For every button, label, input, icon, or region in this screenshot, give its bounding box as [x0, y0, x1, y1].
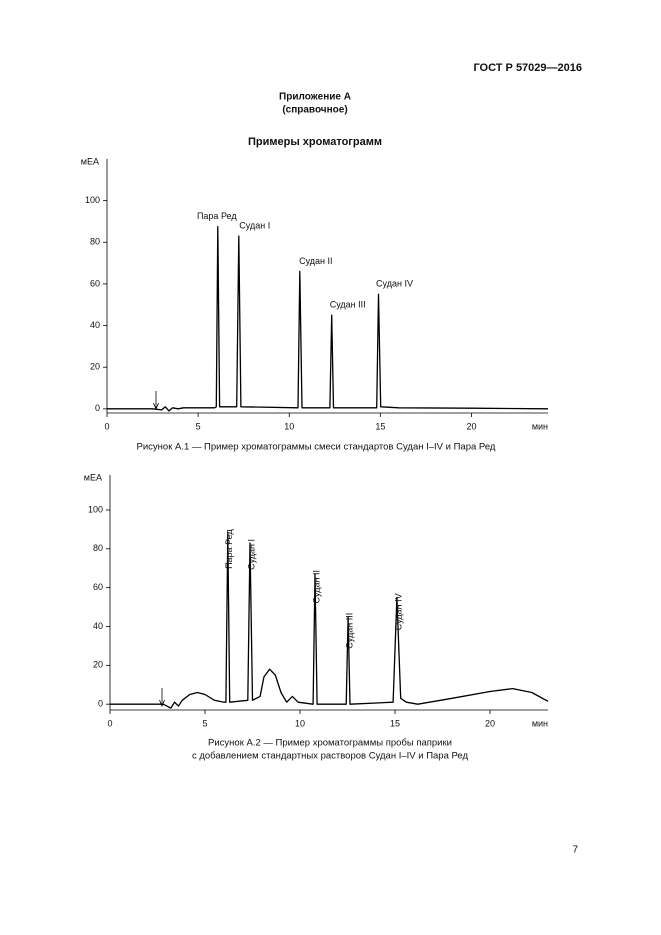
injection-arrow	[153, 391, 159, 411]
figure-caption: Рисунок А.1 — Пример хроматограммы смеси…	[137, 442, 496, 453]
peak-label: Пара Ред	[197, 211, 237, 221]
y-tick-label: 20	[93, 660, 103, 670]
y-tick-label: 60	[93, 582, 103, 592]
y-tick-label: 100	[88, 504, 103, 514]
peak-label: Судан IV	[376, 279, 413, 289]
appendix-note: (справочное)	[282, 105, 347, 116]
peak-label: Судан II	[311, 570, 321, 603]
peak-label: Судан IV	[393, 593, 403, 630]
peak-label: Судан I	[246, 539, 256, 570]
x-axis-label: мин	[532, 421, 548, 431]
x-tick-label: 0	[107, 718, 112, 728]
y-tick-label: 100	[85, 195, 100, 205]
x-tick-label: 20	[485, 718, 495, 728]
page-number: 7	[572, 845, 578, 856]
document-header: ГОСТ Р 57029—2016	[473, 62, 582, 74]
y-tick-label: 20	[90, 362, 100, 372]
peak-label: Судан II	[299, 256, 332, 266]
x-tick-label: 5	[196, 421, 201, 431]
injection-arrow	[159, 688, 165, 708]
y-axis-label: мЕА	[81, 156, 99, 166]
figure-caption: с добавлением стандартных растворов Суда…	[192, 751, 469, 762]
x-tick-label: 20	[466, 421, 476, 431]
peak-label: Судан III	[344, 613, 354, 649]
x-tick-label: 15	[390, 718, 400, 728]
y-axis-label: мЕА	[84, 472, 102, 482]
x-tick-label: 15	[375, 421, 385, 431]
peak-label: Судан III	[330, 300, 366, 310]
x-tick-label: 5	[203, 718, 208, 728]
y-tick-label: 40	[93, 621, 103, 631]
y-tick-label: 80	[93, 543, 103, 553]
y-tick-label: 0	[95, 403, 100, 413]
peak-label: Пара Ред	[224, 529, 234, 569]
y-tick-label: 0	[98, 699, 103, 709]
x-tick-label: 10	[295, 718, 305, 728]
y-tick-label: 80	[90, 237, 100, 247]
x-axis-label: мин	[532, 718, 548, 728]
section-title: Примеры хроматограмм	[248, 136, 382, 148]
appendix-title: Приложение А	[279, 92, 351, 103]
y-tick-label: 40	[90, 320, 100, 330]
figure-caption: Рисунок А.2 — Пример хроматограммы пробы…	[208, 738, 452, 749]
peak-label: Судан I	[239, 220, 270, 230]
x-tick-label: 0	[104, 421, 109, 431]
x-tick-label: 10	[284, 421, 294, 431]
chromatogram-line	[107, 226, 549, 412]
chromatogram-line	[110, 532, 549, 709]
y-tick-label: 60	[90, 278, 100, 288]
